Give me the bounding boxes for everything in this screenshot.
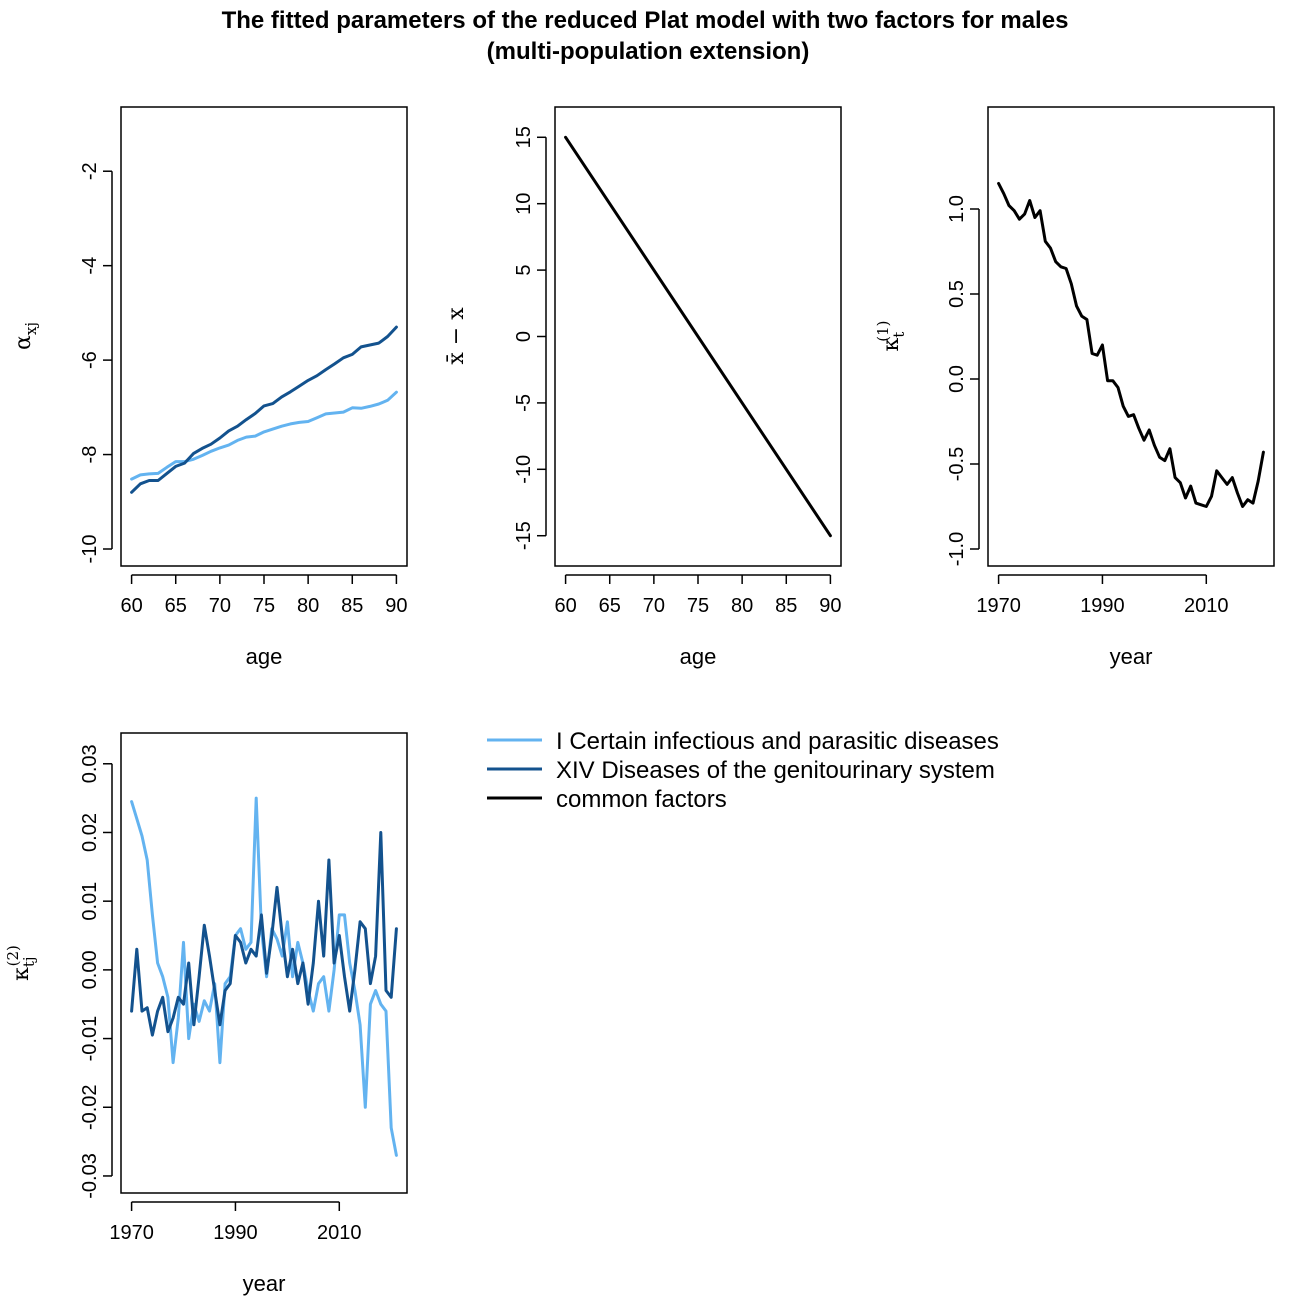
kappa2-y-axis-label: κtj(2) xyxy=(4,945,38,981)
kappa1-y-tick-label: 0.0 xyxy=(946,365,968,393)
kappa2-y-tick-label: -0.01 xyxy=(79,1016,101,1062)
xbar-y-tick-label: -5 xyxy=(513,394,535,412)
kappa1-y-tick-label: 0.5 xyxy=(946,280,968,308)
alpha-x-axis-label: age xyxy=(246,644,283,669)
alpha-y-tick-label: -4 xyxy=(79,257,101,275)
alpha-series-line-2 xyxy=(130,325,398,494)
kappa1-panel: 1970 1990 2010 year -1.0 -0.5 0.0 0.5 1.0 κt(1) xyxy=(874,106,1275,669)
alpha-plot-frame xyxy=(120,106,408,567)
kappa2-y-axis-label-sub: tj xyxy=(20,956,38,967)
xbar-y-tick-label: 10 xyxy=(513,193,535,215)
kappa2-series-line-2 xyxy=(130,831,398,1037)
figure-title-line1: The fitted parameters of the reduced Pla… xyxy=(222,7,1069,34)
kappa2-y-axis-label-sup: (2) xyxy=(4,945,22,966)
kappa1-x-axis-label: year xyxy=(1110,644,1153,669)
xbar-plot-frame xyxy=(554,106,842,567)
xbar-series-line-1 xyxy=(564,135,832,538)
kappa2-plot-frame xyxy=(120,732,408,1194)
xbar-x-tick-label: 75 xyxy=(687,595,709,617)
xbar-y-axis-label: x̄ − x xyxy=(444,307,469,365)
alpha-x-tick-label: 65 xyxy=(165,595,187,617)
xbar-x-tick-label: 85 xyxy=(775,595,797,617)
kappa1-y-tick-label: 1.0 xyxy=(946,195,968,223)
kappa2-y-tick-label: 0.00 xyxy=(79,950,101,989)
alpha-x-tick-label: 70 xyxy=(209,595,231,617)
alpha-y-tick-label: -2 xyxy=(79,162,101,180)
kappa1-y-tick-label: -1.0 xyxy=(946,532,968,566)
alpha-x-tick-label: 85 xyxy=(341,595,363,617)
kappa1-series-line-1 xyxy=(997,182,1265,508)
kappa2-y-tick-label: 0.01 xyxy=(79,882,101,921)
kappa1-y-tick-label: -0.5 xyxy=(946,447,968,481)
xbar-y-tick-label: 15 xyxy=(513,126,535,148)
legend-label-series2: XIV Diseases of the genitourinary system xyxy=(556,757,995,784)
kappa1-y-axis-label-sub: t xyxy=(890,332,908,338)
kappa1-y-axis-label-sup: (1) xyxy=(874,320,892,341)
xbar-x-tick-label: 65 xyxy=(599,595,621,617)
alpha-y-axis-label: αxj xyxy=(11,322,40,350)
xbar-x-tick-label: 90 xyxy=(819,595,841,617)
kappa1-x-tick-label: 2010 xyxy=(1184,595,1229,617)
alpha-y-tick-label: -10 xyxy=(79,535,101,564)
kappa2-x-tick-label: 1990 xyxy=(213,1222,258,1244)
xbar-y-tick-label: -15 xyxy=(513,521,535,550)
kappa1-x-tick-label: 1990 xyxy=(1080,595,1125,617)
xbar-y-axis-label-main: x̄ − x xyxy=(444,307,469,365)
alpha-y-axis-label-main: α xyxy=(11,335,36,350)
kappa2-y-tick-label: -0.03 xyxy=(79,1153,101,1199)
xbar-y-tick-label: -10 xyxy=(513,455,535,484)
alpha-y-tick-label: -6 xyxy=(79,351,101,369)
xbar-panel: 60 65 70 75 80 85 90 age -15 -10 -5 0 5 10 15 x̄ − x xyxy=(444,106,842,669)
alpha-x-tick-label: 60 xyxy=(120,595,142,617)
kappa2-x-tick-label: 1970 xyxy=(109,1222,154,1244)
kappa2-x-axis-label: year xyxy=(243,1271,286,1296)
kappa2-series-line-1 xyxy=(130,796,398,1157)
kappa2-y-tick-label: 0.03 xyxy=(79,744,101,783)
xbar-x-tick-label: 80 xyxy=(731,595,753,617)
kappa2-x-tick-label: 2010 xyxy=(317,1222,362,1244)
alpha-y-tick-label: -8 xyxy=(79,446,101,464)
xbar-y-tick-label: 0 xyxy=(513,331,535,342)
xbar-x-tick-label: 70 xyxy=(643,595,665,617)
alpha-panel: 60 65 70 75 80 85 90 age -10 -8 -6 -4 -2 αxj xyxy=(11,106,408,669)
alpha-x-tick-label: 90 xyxy=(385,595,407,617)
kappa2-y-tick-label: -0.02 xyxy=(79,1084,101,1130)
alpha-x-tick-label: 80 xyxy=(297,595,319,617)
figure-title-line2: (multi-population extension) xyxy=(487,38,810,65)
kappa1-y-axis-label: κt(1) xyxy=(874,320,908,351)
xbar-x-axis-label: age xyxy=(680,644,717,669)
kappa1-plot-frame xyxy=(987,106,1275,567)
alpha-y-axis-label-sub: xj xyxy=(22,322,40,335)
kappa2-y-axis-label-main: κ xyxy=(9,967,34,981)
legend-label-series1: I Certain infectious and parasitic disea… xyxy=(556,728,999,755)
xbar-y-tick-label: 5 xyxy=(513,265,535,276)
kappa2-y-tick-label: 0.02 xyxy=(79,813,101,852)
legend: I Certain infectious and parasitic disea… xyxy=(487,728,999,813)
legend-label-common: common factors xyxy=(556,786,727,813)
kappa2-panel: 1970 1990 2010 year -0.03 -0.02 -0.01 0.00 0.01 0… xyxy=(4,732,408,1296)
kappa1-x-tick-label: 1970 xyxy=(976,595,1021,617)
xbar-x-tick-label: 60 xyxy=(554,595,576,617)
alpha-x-tick-label: 75 xyxy=(253,595,275,617)
kappa1-y-axis-label-main: κ xyxy=(879,338,904,352)
alpha-series-line-1 xyxy=(130,390,398,481)
